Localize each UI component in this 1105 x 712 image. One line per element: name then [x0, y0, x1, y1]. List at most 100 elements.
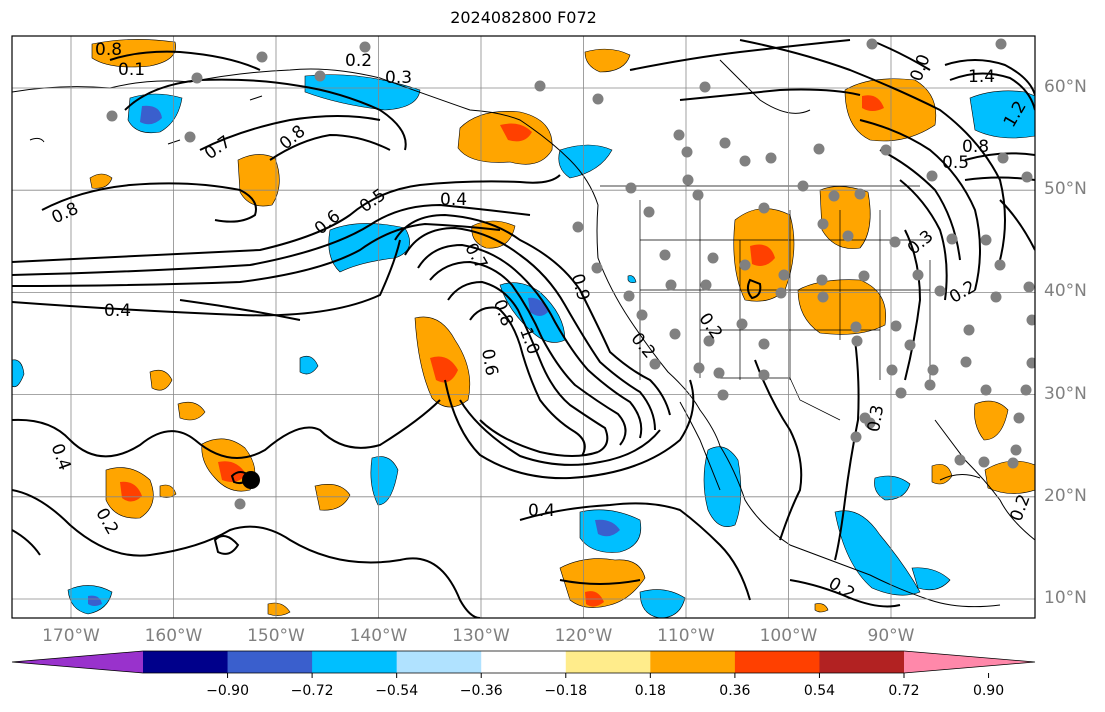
colorbar-segment	[565, 651, 651, 673]
station-dot	[963, 324, 975, 336]
station-dot	[866, 38, 878, 50]
colorbar-extend-low	[12, 651, 143, 673]
longitude-label: 160°W	[144, 626, 203, 646]
colorbar-segment	[734, 651, 820, 673]
station-dot	[534, 80, 546, 92]
negative-anomaly-shading	[12, 74, 1035, 618]
latitude-label: 40°N	[1044, 281, 1087, 302]
station-dot	[736, 318, 748, 330]
station-dot	[572, 221, 584, 233]
station-dot	[592, 93, 604, 105]
contour-label: 0.8	[95, 40, 122, 60]
station-dot	[1007, 457, 1019, 469]
station-dot	[693, 362, 705, 374]
station-dot	[713, 367, 725, 379]
station-dot	[842, 230, 854, 242]
station-dot	[739, 259, 751, 271]
station-dot	[980, 384, 992, 396]
colorbar-tick-label: −0.54	[375, 683, 419, 699]
latitude-label: 60°N	[1044, 77, 1087, 97]
station-dot	[191, 72, 203, 84]
station-dot	[904, 339, 916, 351]
station-dot	[314, 70, 326, 82]
station-dot	[946, 233, 958, 245]
colorbar-tick-label: −0.72	[290, 683, 334, 699]
contour-label: 0.3	[864, 404, 888, 434]
station-dot	[739, 155, 751, 167]
colorbar-extend-high	[904, 651, 1035, 673]
colorbar-segment	[312, 651, 398, 673]
station-dot	[1010, 444, 1022, 456]
station-dot	[912, 269, 924, 281]
station-dot	[816, 274, 828, 286]
station-dot	[106, 110, 118, 122]
contour-label: 0.3	[385, 68, 412, 88]
colorbar	[11, 650, 1036, 678]
station-dot	[1021, 171, 1033, 183]
colorbar-tick-label: −0.90	[206, 683, 249, 699]
contour-label: 0.4	[440, 190, 467, 210]
station-dot	[886, 364, 898, 376]
colorbar-tick-label: −0.36	[459, 683, 503, 699]
station-dot	[954, 454, 966, 466]
station-dot	[682, 174, 694, 186]
station-dot	[895, 387, 907, 399]
contour-label: 0.6	[477, 347, 501, 377]
station-dots	[106, 38, 1035, 510]
station-dot	[889, 236, 901, 248]
colorbar-tick-label: −0.18	[544, 683, 588, 699]
contour-label: 0.4	[104, 301, 131, 321]
station-dot	[797, 180, 809, 192]
station-dot	[758, 369, 770, 381]
station-dot	[673, 129, 685, 141]
station-dot	[659, 249, 671, 261]
station-dot	[665, 279, 677, 291]
station-dot	[927, 364, 939, 376]
colorbar-segment	[650, 651, 736, 673]
coastlines	[12, 59, 1035, 608]
station-dot	[997, 152, 1009, 164]
station-dot	[850, 431, 862, 443]
latitude-label: 20°N	[1044, 485, 1087, 506]
station-dot	[669, 328, 681, 340]
station-dot	[778, 269, 790, 281]
station-dot	[1020, 384, 1032, 396]
contour-label: 1.4	[968, 67, 995, 87]
station-dot	[758, 338, 770, 350]
station-dot	[623, 290, 635, 302]
colorbar-tick-label: 0.54	[803, 683, 836, 699]
station-dot	[1013, 412, 1025, 424]
contour-label: 0.5	[942, 153, 969, 173]
station-dot	[978, 456, 990, 468]
station-dot	[234, 498, 246, 510]
station-dot	[717, 389, 729, 401]
station-dot	[960, 356, 972, 368]
station-dot	[864, 417, 876, 429]
colorbar-segment	[143, 651, 229, 673]
colorbar-segment	[396, 651, 482, 673]
longitude-label: 120°W	[554, 626, 613, 646]
latitude-label: 50°N	[1044, 179, 1087, 200]
station-dot	[765, 152, 777, 164]
station-dot	[934, 285, 946, 297]
colorbar-outline	[11, 650, 1036, 674]
colorbar-tick-label: 0.18	[634, 683, 666, 699]
station-dot	[813, 143, 825, 155]
contour-label: 0.4	[528, 501, 555, 521]
positive-anomaly-shading	[89, 39, 1035, 616]
station-dot	[1026, 314, 1035, 326]
longitude-label: 150°W	[247, 626, 305, 646]
station-dot	[681, 146, 693, 158]
station-dot	[890, 320, 902, 332]
station-dot	[817, 291, 829, 303]
station-dot	[850, 321, 862, 333]
station-dot	[880, 144, 892, 156]
colorbar-tick-label: 0.90	[972, 683, 1005, 699]
station-dot	[636, 309, 648, 321]
station-dot	[990, 291, 1002, 303]
latitude-label: 30°N	[1044, 383, 1087, 404]
station-dot	[699, 81, 711, 93]
station-dot	[924, 379, 936, 391]
station-dot	[359, 41, 371, 53]
station-dot	[994, 259, 1006, 271]
